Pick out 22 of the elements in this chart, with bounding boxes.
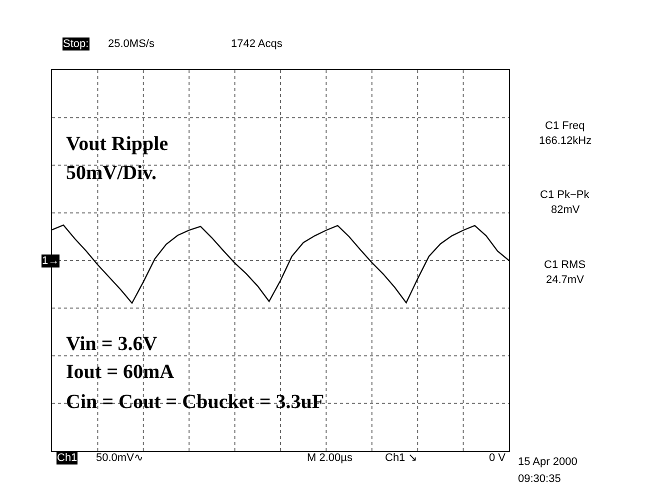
text: Vout Ripple <box>66 133 168 155</box>
text: M 2.00µs <box>307 452 353 464</box>
text: Cin = Cout = Cbucket = 3.3uF <box>66 391 324 413</box>
text: 15 Apr 2000 <box>518 456 578 468</box>
text: 50mV/Div. <box>66 162 157 184</box>
text: 0 V <box>489 452 506 464</box>
text: 82mV <box>551 204 580 216</box>
text: 24.7mV <box>546 274 585 286</box>
text: 09:30:35 <box>518 473 561 485</box>
text: Stop: <box>63 38 89 50</box>
text: 166.12kHz <box>539 135 592 147</box>
text: 25.0MS/s <box>108 38 155 50</box>
annotation: 1→ <box>42 255 60 267</box>
text: 1742 Acqs <box>231 38 283 50</box>
text: Ch1 ↘ <box>385 452 418 464</box>
text: C1 Freq <box>545 120 585 132</box>
text: C1 Pk−Pk <box>540 189 590 201</box>
text: Vin = 3.6V <box>66 333 158 355</box>
text: C1 RMS <box>544 259 586 271</box>
text: 50.0mV∿ <box>96 452 143 464</box>
text: Iout = 60mA <box>66 361 175 383</box>
text: Ch1 <box>57 452 78 464</box>
